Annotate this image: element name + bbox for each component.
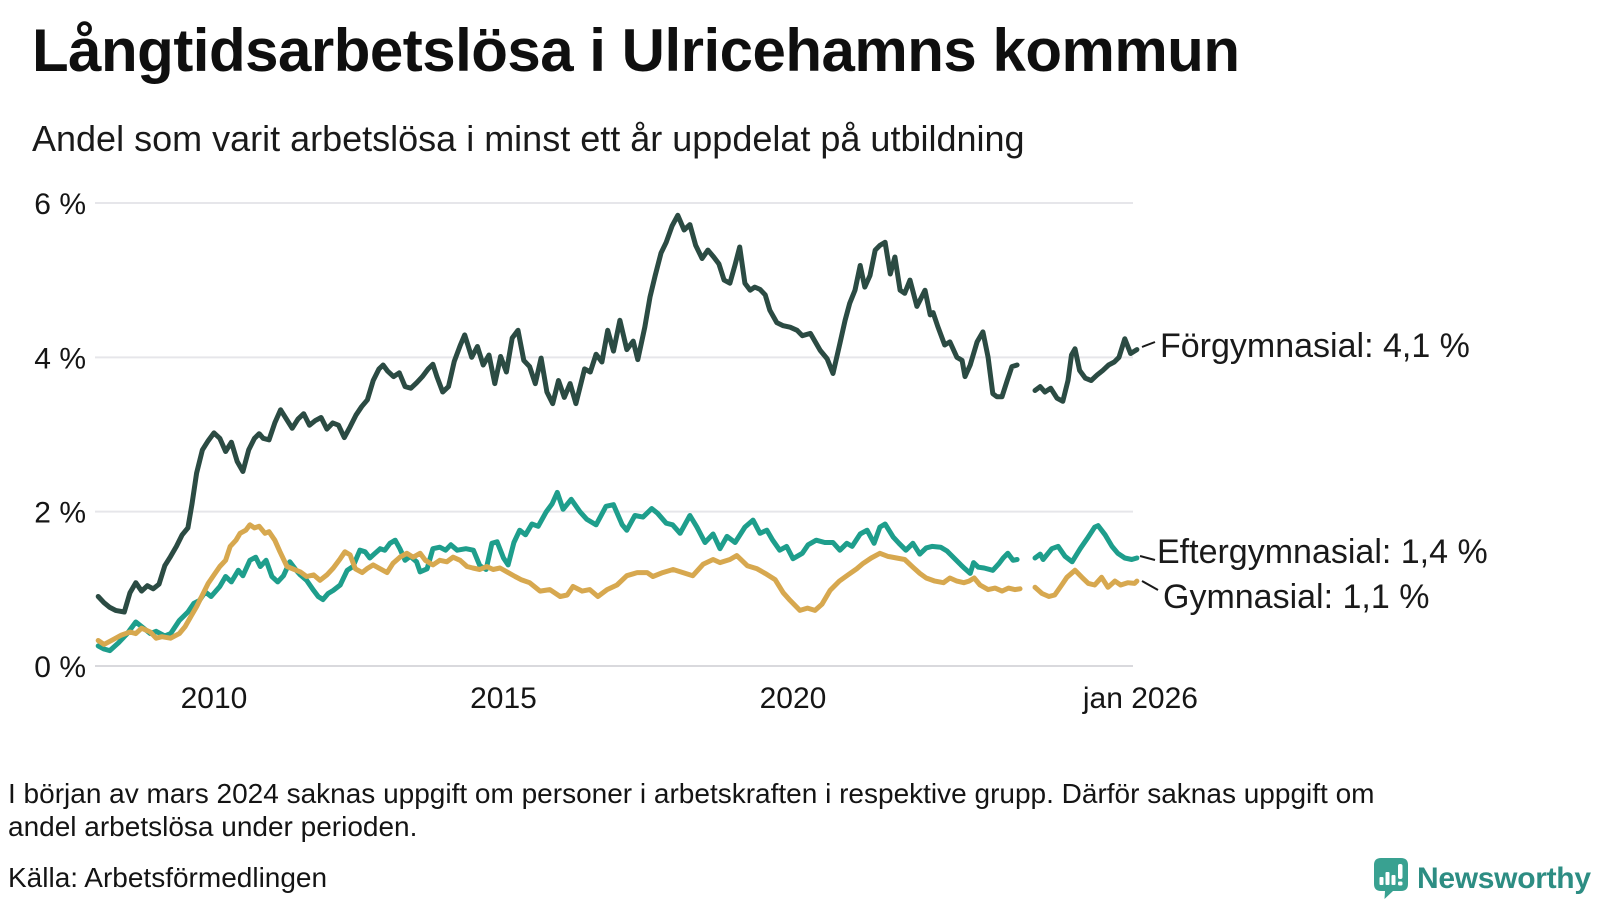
- series-label-forgymnasial: Förgymnasial: 4,1 %: [1160, 327, 1470, 365]
- y-tick-label-0: 0 %: [34, 651, 86, 684]
- x-tick-label-2020: 2020: [760, 682, 827, 715]
- series-line-eftergymnasial-segment-1: [95, 489, 1020, 654]
- y-tick-label-6: 6 %: [34, 188, 86, 221]
- newsworthy-wordmark: Newsworthy: [1417, 861, 1591, 895]
- series-label-leader-eftergymnasial: [1139, 555, 1156, 561]
- long-term-unemployment-line-chart: 0 % 2 % 4 % 6 % 2010 2015 2020 jan 2026 Förgymna…: [34, 188, 1488, 715]
- series-line-forgymnasial-segment-2: [1032, 336, 1140, 404]
- series-label-eftergymnasial: Eftergymnasial: 1,4 %: [1157, 533, 1488, 571]
- x-tick-label-2010: 2010: [181, 682, 248, 715]
- page-title: Långtidsarbetslösa i Ulricehamns kommun: [32, 17, 1240, 84]
- series-label-leader-forgymnasial: [1141, 341, 1156, 348]
- series-line-eftergymnasial-segment-2: [1032, 523, 1140, 565]
- newsworthy-logo: Newsworthy: [1374, 858, 1591, 899]
- footnote-line-1: I början av mars 2024 saknas uppgift om …: [8, 778, 1375, 809]
- newsworthy-pin-chart-icon: [1374, 858, 1408, 899]
- source-note: Källa: Arbetsförmedlingen: [8, 862, 328, 893]
- footnote-line-2: andel arbetslösa under perioden.: [8, 811, 418, 842]
- x-tick-label-2015: 2015: [470, 682, 537, 715]
- series-line-forgymnasial-segment-1: [95, 212, 1020, 615]
- series-label-gymnasial: Gymnasial: 1,1 %: [1163, 578, 1429, 616]
- footnote: I början av mars 2024 saknas uppgift om …: [8, 777, 1374, 843]
- y-tick-label-2: 2 %: [34, 497, 86, 530]
- y-tick-label-4: 4 %: [34, 342, 86, 375]
- x-tick-label-2026: jan 2026: [1082, 682, 1198, 715]
- chart-subtitle: Andel som varit arbetslösa i minst ett å…: [32, 118, 1025, 159]
- series-label-leader-gymnasial: [1141, 580, 1159, 591]
- series-line-gymnasial-segment-2: [1032, 567, 1140, 599]
- series-line-gymnasial-segment-1: [95, 522, 1023, 647]
